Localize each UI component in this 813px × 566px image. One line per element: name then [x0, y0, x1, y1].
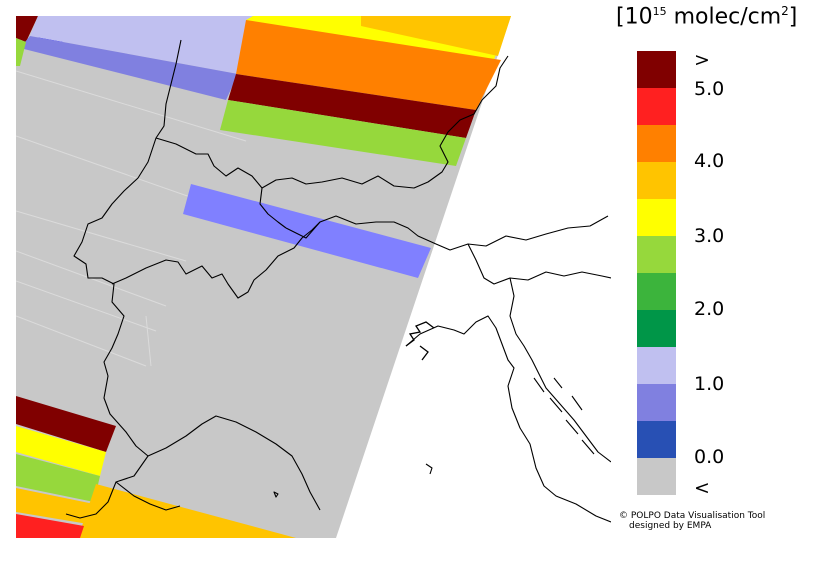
credit-text: © POLPO Data Visualisation Tool designed… — [619, 511, 765, 531]
colorbar-label-1: 1.0 — [694, 373, 725, 395]
colorbar-label-2: 2.0 — [694, 298, 725, 320]
boundaries — [65, 39, 611, 523]
colorbar-segment — [637, 199, 676, 236]
band-green-bottom — [16, 454, 100, 502]
band-lavender — [20, 36, 238, 100]
coast-detail — [405, 321, 435, 361]
colorbar-segment — [637, 421, 676, 458]
coast-ligurian — [115, 481, 181, 511]
band-green-mid — [220, 100, 466, 166]
border-south-alps — [147, 415, 321, 511]
colorbar-segment — [637, 273, 676, 310]
pixel-bands-top — [16, 16, 511, 278]
pixel-bands-bottom — [16, 396, 296, 538]
band-light-lavender — [30, 16, 253, 74]
colorbar-segment — [637, 88, 676, 125]
border-swiss-north — [155, 137, 287, 229]
colorbar-label-3: 3.0 — [694, 225, 725, 247]
coast-islands — [533, 377, 595, 455]
border-swiss-italy — [111, 221, 321, 299]
band-green-left — [16, 38, 26, 66]
border-austria-south — [285, 215, 609, 251]
band-dark-red-mid — [228, 74, 476, 138]
border-austria-north — [261, 55, 509, 189]
scan-lines — [16, 70, 247, 367]
colorbar-segment — [637, 236, 676, 273]
colorbar-segment — [637, 310, 676, 347]
colorbar-label-0: 0.0 — [694, 446, 725, 468]
colorbar-label-over: > — [694, 49, 710, 71]
band-orange-bottom-right — [78, 484, 296, 538]
map-svg — [16, 16, 611, 538]
border-west — [65, 39, 182, 519]
band-yellow-bottom — [16, 426, 106, 476]
band-orange-top — [236, 20, 501, 110]
colorbar-label-5: 5.0 — [694, 78, 725, 100]
colorbar-segment — [637, 162, 676, 199]
coast-corsica — [425, 463, 433, 475]
small-island — [273, 491, 279, 498]
colorbar-segment — [637, 347, 676, 384]
band-blue-center — [183, 184, 431, 278]
colorbar-segment — [637, 384, 676, 421]
colorbar-title: [1015 molec/cm2] — [616, 4, 798, 30]
band-orange-right — [361, 16, 511, 56]
band-orange-bottom — [16, 488, 94, 524]
colorbar-label-4: 4.0 — [694, 150, 725, 172]
credit-line-2: designed by EMPA — [629, 521, 712, 531]
colorbar-label-under: < — [694, 477, 710, 499]
border-slovenia — [467, 243, 611, 285]
colorbar-segment — [637, 125, 676, 162]
coast-italy — [405, 315, 611, 523]
credit-line-1: © POLPO Data Visualisation Tool — [619, 511, 766, 521]
band-red-bottom — [16, 514, 84, 538]
colorbar-segment — [637, 458, 676, 495]
band-dark-red — [16, 16, 38, 42]
coast-croatia — [509, 277, 611, 463]
colorbar-segment — [637, 51, 676, 88]
map-panel — [16, 16, 611, 538]
colorbar — [637, 51, 676, 495]
band-dark-red-bottom — [16, 396, 116, 452]
